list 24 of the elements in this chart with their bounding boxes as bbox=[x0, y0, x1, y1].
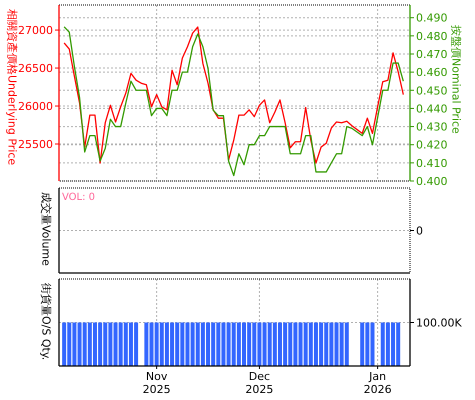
y-axis-title: 相關資產價格Underlying Price bbox=[6, 9, 18, 166]
x-tick-label: Dec 2025 bbox=[245, 370, 274, 396]
y2-tick-label: 0.410 bbox=[416, 156, 448, 170]
text: 0 bbox=[416, 224, 423, 238]
y2-tick-label: 0.420 bbox=[416, 138, 448, 152]
x-tick-label: Nov 2025 bbox=[142, 370, 171, 396]
y2-tick-label: 0.400 bbox=[416, 175, 448, 188]
y2-tick-label: 0.480 bbox=[416, 30, 448, 43]
text: 成交量Volume bbox=[40, 192, 52, 266]
y2-axis-title: 按盤價Nominal Price bbox=[450, 25, 462, 134]
y2-tick-label: 0.440 bbox=[416, 102, 448, 116]
text: VOL: 0 bbox=[62, 192, 96, 203]
y2-tick-label: 0.470 bbox=[416, 48, 448, 61]
y2-tick-label: 0.490 bbox=[416, 12, 448, 25]
y2-tick-label: 0.460 bbox=[416, 66, 448, 80]
y-axis-title: 街貨量O/S Qty. bbox=[40, 283, 52, 360]
y-tick-label: 26000 bbox=[18, 100, 53, 114]
y2-tick-label: 100.00K bbox=[416, 316, 462, 330]
y-tick-label: 27000 bbox=[18, 24, 53, 38]
y2-tick-label: 0.450 bbox=[416, 84, 448, 98]
y-tick-label: 26500 bbox=[18, 62, 53, 76]
y-tick-label: 25500 bbox=[18, 138, 53, 152]
x-tick-label: Jan 2026 bbox=[364, 370, 392, 396]
y2-tick-label: 0.430 bbox=[416, 120, 448, 134]
